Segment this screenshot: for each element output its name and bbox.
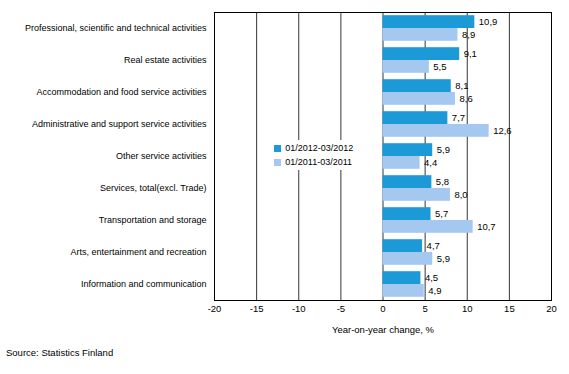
svg-text:10: 10 xyxy=(462,303,473,314)
svg-text:Administrative and support ser: Administrative and support service activ… xyxy=(32,119,207,129)
svg-text:5,7: 5,7 xyxy=(435,208,448,219)
html-text:01/2011-03/2011: 01/2011-03/2011 xyxy=(285,157,352,167)
svg-text:Year-on-year change, %: Year-on-year change, % xyxy=(332,324,435,335)
svg-text:12,6: 12,6 xyxy=(493,125,512,136)
svg-text:Real estate activities: Real estate activities xyxy=(124,55,207,65)
svg-text:4,4: 4,4 xyxy=(424,157,437,168)
svg-text:Transportation and storage: Transportation and storage xyxy=(99,215,207,225)
svg-text:4,9: 4,9 xyxy=(428,285,441,296)
svg-text:Arts, entertainment and recrea: Arts, entertainment and recreation xyxy=(70,247,206,257)
svg-text:8,1: 8,1 xyxy=(455,80,468,91)
svg-text:0: 0 xyxy=(380,303,385,314)
svg-text:-5: -5 xyxy=(337,303,345,314)
svg-text:8,6: 8,6 xyxy=(459,93,472,104)
html-text:01/2012-03/2012: 01/2012-03/2012 xyxy=(285,143,354,153)
svg-text:20: 20 xyxy=(546,303,557,314)
svg-text:4,5: 4,5 xyxy=(425,272,438,283)
svg-text:Services, total(excl. Trade): Services, total(excl. Trade) xyxy=(100,183,207,193)
svg-text:5: 5 xyxy=(422,303,427,314)
svg-text:9,1: 9,1 xyxy=(464,48,477,59)
svg-text:5,9: 5,9 xyxy=(437,253,450,264)
svg-text:5,8: 5,8 xyxy=(436,176,449,187)
html-text:Source: Statistics Finland: Source: Statistics Finland xyxy=(6,347,114,358)
svg-text:8,9: 8,9 xyxy=(462,29,475,40)
svg-text:Accommodation and food service: Accommodation and food service activitie… xyxy=(36,87,207,97)
svg-text:-15: -15 xyxy=(250,303,264,314)
svg-text:10,9: 10,9 xyxy=(479,16,498,27)
svg-text:8,0: 8,0 xyxy=(454,189,467,200)
svg-text:-20: -20 xyxy=(208,303,222,314)
svg-text:10,7: 10,7 xyxy=(477,221,496,232)
svg-text:Other service activities: Other service activities xyxy=(116,151,207,161)
svg-text:5,9: 5,9 xyxy=(437,144,450,155)
svg-text:15: 15 xyxy=(504,303,515,314)
svg-text:4,7: 4,7 xyxy=(427,240,440,251)
svg-text:-10: -10 xyxy=(292,303,306,314)
svg-text:7,7: 7,7 xyxy=(452,112,465,123)
svg-text:Information and communication: Information and communication xyxy=(81,279,207,289)
svg-text:5,5: 5,5 xyxy=(433,61,446,72)
svg-text:Professional, scientific and t: Professional, scientific and technical a… xyxy=(25,23,207,33)
